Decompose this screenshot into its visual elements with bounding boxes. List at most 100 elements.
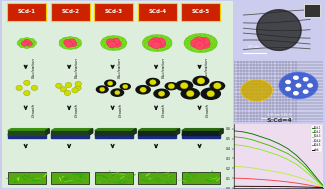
SCd-3 xyxy=(277,154,281,157)
Circle shape xyxy=(105,43,114,50)
SCd-2 xyxy=(321,185,325,188)
Circle shape xyxy=(199,37,210,46)
Polygon shape xyxy=(8,133,49,135)
FancyBboxPatch shape xyxy=(94,3,134,21)
Polygon shape xyxy=(182,131,220,135)
Circle shape xyxy=(31,85,38,91)
SCd-1 xyxy=(241,131,245,133)
Ellipse shape xyxy=(111,89,124,96)
Circle shape xyxy=(194,41,205,50)
Polygon shape xyxy=(8,129,49,131)
SCd-1 xyxy=(295,154,299,157)
Text: Growth: Growth xyxy=(205,102,209,117)
Circle shape xyxy=(204,40,217,50)
Circle shape xyxy=(184,38,196,48)
SCd-2 xyxy=(259,142,263,144)
SCd-3 xyxy=(313,178,317,180)
SCd-1 xyxy=(259,136,263,138)
Circle shape xyxy=(16,85,22,91)
FancyBboxPatch shape xyxy=(51,3,90,21)
Ellipse shape xyxy=(154,89,169,98)
Circle shape xyxy=(68,39,76,45)
Circle shape xyxy=(150,37,160,45)
Text: SCd-3: SCd-3 xyxy=(105,9,123,14)
Ellipse shape xyxy=(146,78,160,86)
SCd-2 xyxy=(268,145,272,147)
Circle shape xyxy=(19,38,26,44)
SCd-3 xyxy=(286,158,290,161)
Circle shape xyxy=(118,39,127,47)
FancyBboxPatch shape xyxy=(181,3,220,21)
dark xyxy=(241,185,245,187)
SCd-5 xyxy=(286,181,290,183)
Polygon shape xyxy=(138,133,180,135)
Circle shape xyxy=(106,39,115,46)
SCd-4 xyxy=(250,167,254,169)
Circle shape xyxy=(65,82,72,88)
SCd-2 xyxy=(313,176,317,178)
Circle shape xyxy=(59,39,67,45)
SCd-3 xyxy=(259,149,263,151)
Line: SCd-1: SCd-1 xyxy=(234,131,323,186)
SCd-3 xyxy=(321,186,325,188)
Circle shape xyxy=(308,84,312,87)
Circle shape xyxy=(17,40,24,46)
Circle shape xyxy=(156,38,165,46)
SCd-1 xyxy=(250,133,254,135)
Circle shape xyxy=(197,78,205,84)
SCd-3 xyxy=(268,151,272,154)
SCd-1 xyxy=(313,174,317,176)
Ellipse shape xyxy=(210,82,225,90)
Circle shape xyxy=(204,36,217,46)
Line: SCd-2: SCd-2 xyxy=(234,137,323,187)
Circle shape xyxy=(296,84,301,87)
Polygon shape xyxy=(138,129,180,131)
SCd-4 xyxy=(286,173,290,175)
Circle shape xyxy=(19,42,26,48)
SCd-2 xyxy=(232,136,236,138)
Circle shape xyxy=(75,81,82,87)
Line: SCd-5: SCd-5 xyxy=(234,178,323,188)
dark xyxy=(277,185,281,188)
Circle shape xyxy=(161,38,172,46)
Circle shape xyxy=(109,35,119,43)
dark xyxy=(304,186,307,188)
SCd-5 xyxy=(250,178,254,180)
Circle shape xyxy=(65,41,72,47)
Circle shape xyxy=(105,36,114,44)
Text: 20 nm: 20 nm xyxy=(248,45,260,49)
Circle shape xyxy=(185,36,197,46)
Circle shape xyxy=(144,41,155,50)
dark xyxy=(313,186,317,188)
Text: Nucleation: Nucleation xyxy=(118,57,123,78)
SCd-1 xyxy=(286,147,290,150)
Circle shape xyxy=(142,40,153,48)
Circle shape xyxy=(111,38,120,45)
Circle shape xyxy=(159,41,170,50)
Circle shape xyxy=(199,34,211,43)
Circle shape xyxy=(159,36,170,45)
Circle shape xyxy=(152,34,162,43)
dark xyxy=(295,186,299,188)
Circle shape xyxy=(195,33,207,43)
Circle shape xyxy=(148,43,159,51)
Polygon shape xyxy=(8,135,46,138)
Circle shape xyxy=(152,43,162,52)
Circle shape xyxy=(28,42,35,48)
Circle shape xyxy=(156,40,166,48)
Polygon shape xyxy=(138,135,176,138)
Circle shape xyxy=(66,36,74,43)
Circle shape xyxy=(116,37,126,45)
Circle shape xyxy=(185,40,197,50)
Circle shape xyxy=(66,43,74,50)
Circle shape xyxy=(190,34,202,43)
Circle shape xyxy=(75,85,81,91)
Circle shape xyxy=(116,41,126,49)
Polygon shape xyxy=(257,10,301,50)
SCd-1 xyxy=(304,163,307,166)
SCd-3 xyxy=(232,144,236,146)
Polygon shape xyxy=(51,133,93,135)
Circle shape xyxy=(24,91,30,96)
Text: SCd-2: SCd-2 xyxy=(61,9,79,14)
Circle shape xyxy=(60,87,67,92)
